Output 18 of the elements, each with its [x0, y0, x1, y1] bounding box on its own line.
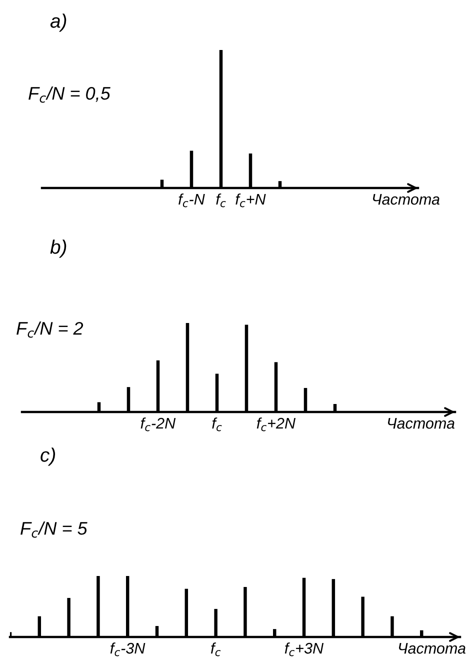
text: F$_{c}$/N = 2: [16, 321, 84, 338]
x-tick-label: f$_{c}$: [210, 642, 221, 656]
x-tick-label: f$_{c}$+2N: [256, 417, 296, 432]
x-tick-label: f$_{c}$-N: [178, 193, 205, 208]
x-axis-title: Частота: [399, 643, 466, 654]
x-tick-label: f$_{c}$+N: [236, 193, 266, 208]
x-tick-label: f$_{c}$: [212, 417, 222, 432]
text: F$_{c}$/N = 0,5: [28, 86, 110, 103]
chart-title: a): [50, 14, 66, 32]
x-axis-title: Частота: [373, 194, 440, 205]
x-tick-label: f$_{c}$+3N: [284, 642, 324, 656]
x-tick-label: f$_{c}$: [216, 193, 226, 208]
x-tick-label: f$_{c}$-2N: [140, 417, 176, 432]
x-axis-title: Частота: [388, 418, 454, 429]
text: F$_{c}$/N = 5: [20, 521, 88, 538]
chart-title: c): [40, 448, 56, 466]
x-tick-label: f$_{c}$-3N: [110, 642, 146, 656]
chart-title: b): [50, 240, 66, 258]
